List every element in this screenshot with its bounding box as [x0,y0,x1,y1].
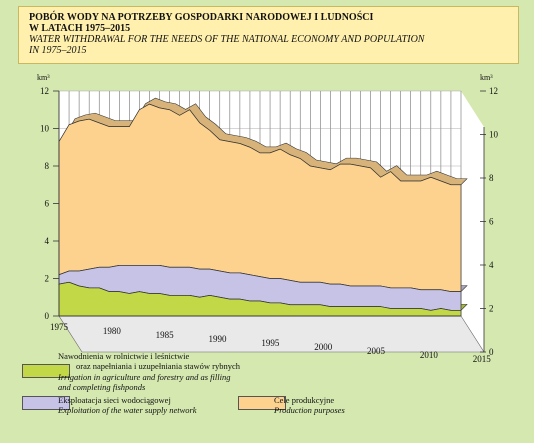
title-pl-line2: W LATACH 1975–2015 [29,23,131,34]
left-tick-label-2: 2 [45,274,50,284]
right-tick-label-12: 12 [489,86,498,96]
x-tick-label-1990: 1990 [209,334,228,344]
right-axis-unit: km³ [480,73,493,82]
left-tick-label-8: 8 [45,161,50,171]
title-en-line2: IN 1975–2015 [29,45,87,56]
x-tick-label-1995: 1995 [261,338,280,348]
x-tick-label-1985: 1985 [156,330,175,340]
x-tick-label-2015: 2015 [473,354,492,364]
right-tick-label-10: 10 [489,130,499,140]
chart-title-box: POBÓR WODY NA POTRZEBY GOSPODARKI NARODO… [18,6,519,64]
x-tick-label-1975: 1975 [50,322,69,332]
left-tick-label-6: 6 [45,199,50,209]
left-tick-label-10: 10 [40,124,50,134]
title-pl-line1: POBÓR WODY NA POTRZEBY GOSPODARKI NARODO… [29,12,374,23]
right-tick-label-4: 4 [489,260,494,270]
x-tick-label-2010: 2010 [420,350,439,360]
left-axis-unit: km³ [37,73,50,82]
x-tick-label-1980: 1980 [103,326,122,336]
left-tick-label-4: 4 [45,236,50,246]
right-tick-label-0: 0 [489,347,494,357]
right-tick-label-6: 6 [489,217,494,227]
right-tick-label-2: 2 [489,304,494,314]
title-en-line1: WATER WITHDRAWAL FOR THE NEEDS OF THE NA… [29,34,425,45]
left-tick-label-0: 0 [45,311,50,321]
left-tick-label-12: 12 [40,86,49,96]
right-tick-label-8: 8 [489,173,494,183]
x-tick-label-2000: 2000 [314,342,333,352]
x-tick-label-2005: 2005 [367,346,386,356]
